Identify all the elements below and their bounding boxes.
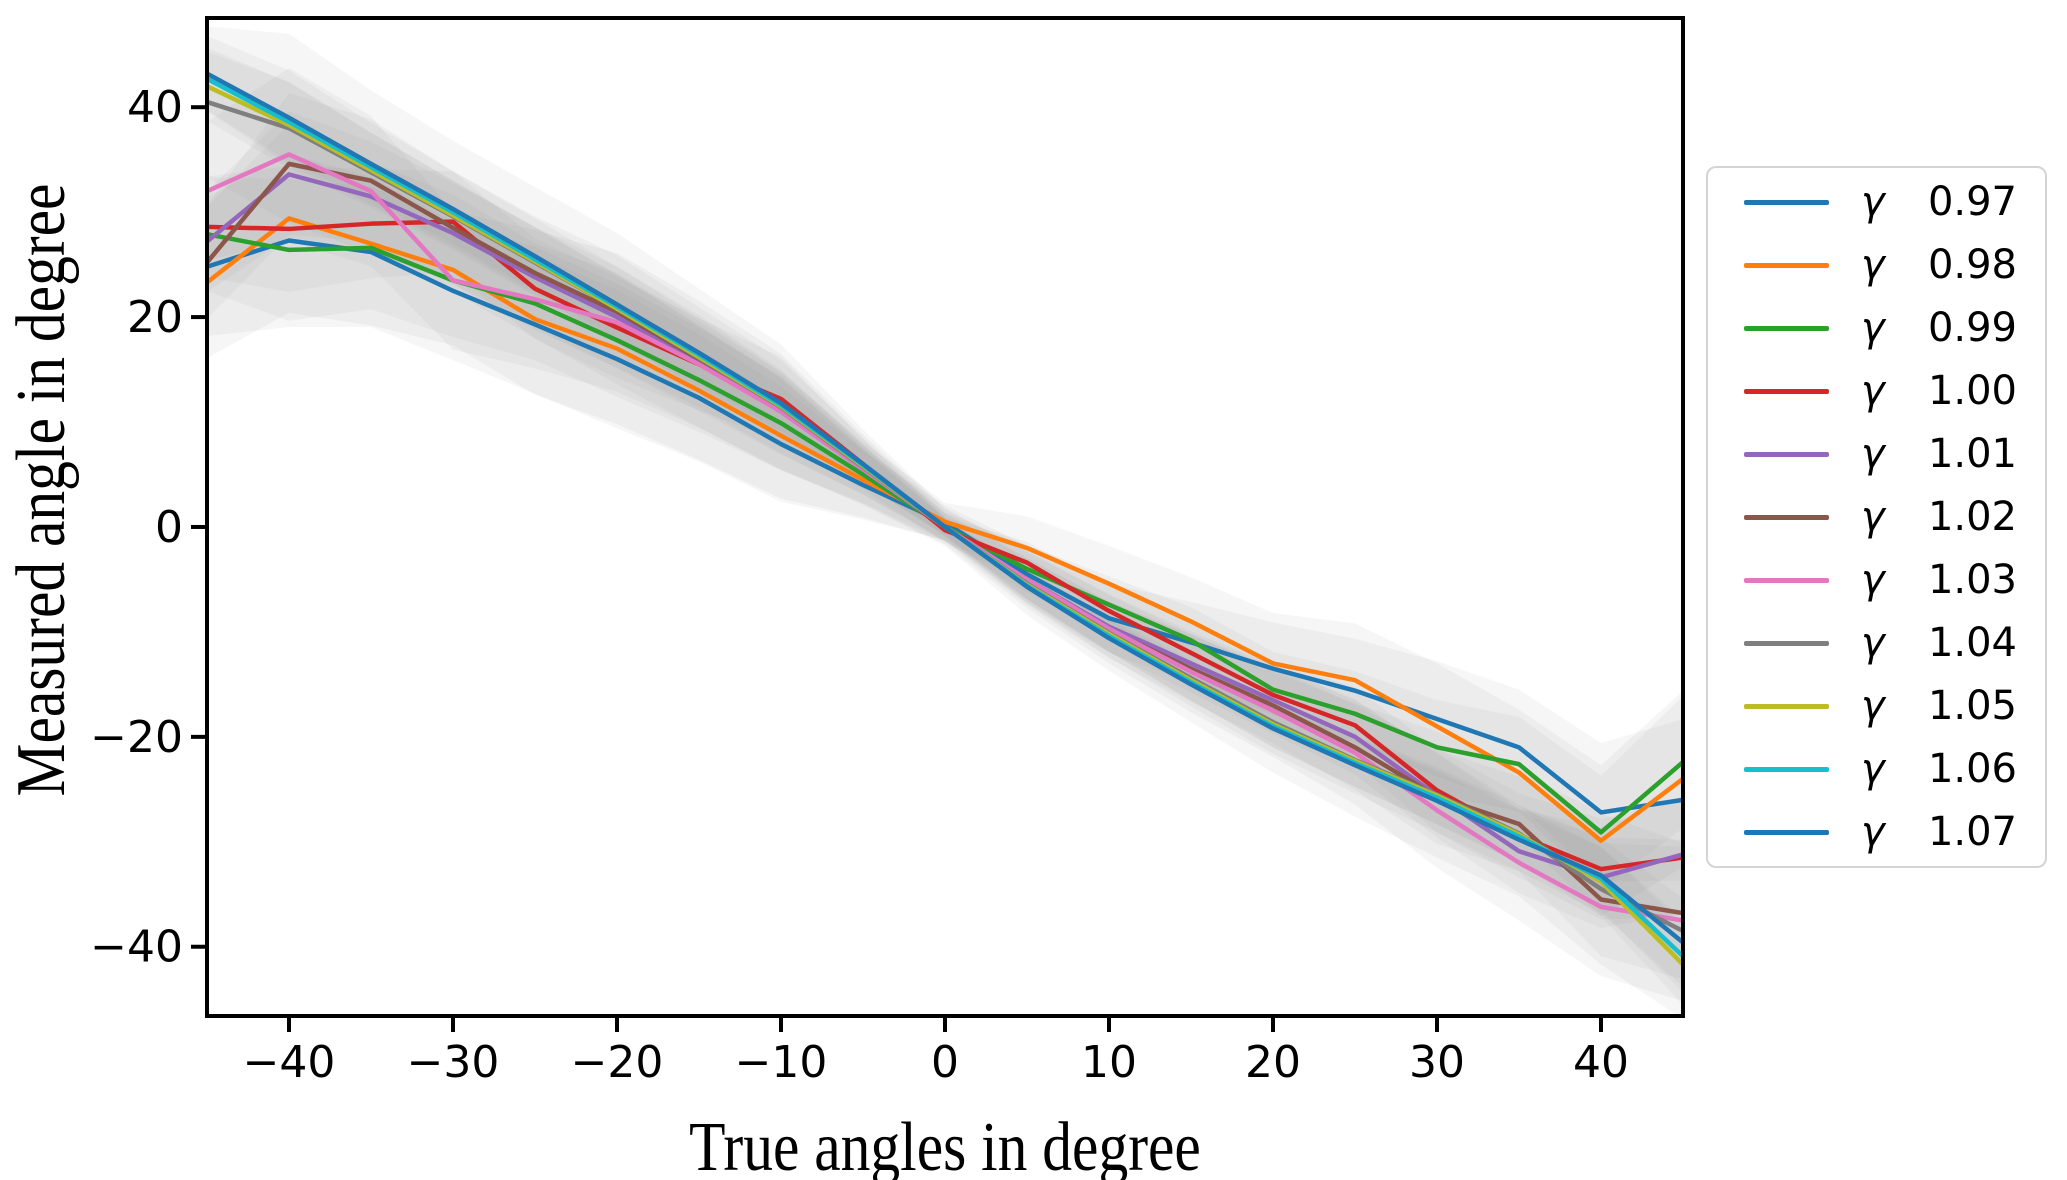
legend-gamma-value: 0.98 <box>1927 242 2017 288</box>
legend-gamma-value: 1.05 <box>1927 683 2017 729</box>
legend-gamma-value: 1.02 <box>1927 494 2017 540</box>
legend-line-sample <box>1744 577 1829 583</box>
legend-row: γ 0.97 <box>1708 171 2045 233</box>
series-line-gamma-1.07 <box>207 71 1683 945</box>
x-tick-label: −10 <box>735 1037 828 1088</box>
legend-line-sample <box>1744 199 1829 205</box>
legend-line-sample <box>1744 262 1829 268</box>
legend-gamma-symbol: γ <box>1861 494 1885 540</box>
x-tick-label: 0 <box>931 1037 959 1088</box>
legend-row: γ 1.00 <box>1708 360 2045 422</box>
y-axis-label: Measured angle in degree <box>3 183 80 797</box>
confidence-band-gamma-1.02 <box>207 93 1683 980</box>
x-tick-label: 20 <box>1245 1037 1301 1088</box>
legend-row: γ 1.05 <box>1708 675 2045 737</box>
legend-gamma-symbol: γ <box>1861 242 1885 288</box>
legend-gamma-value: 1.06 <box>1927 746 2017 792</box>
legend-gamma-value: 0.97 <box>1927 179 2017 225</box>
legend-gamma-symbol: γ <box>1861 746 1885 792</box>
legend-gamma-symbol: γ <box>1861 809 1885 855</box>
legend-line-sample <box>1744 766 1829 772</box>
legend-gamma-symbol: γ <box>1861 683 1885 729</box>
y-tick-label: 20 <box>127 292 183 343</box>
legend-gamma-symbol: γ <box>1861 368 1885 414</box>
legend-gamma-symbol: γ <box>1861 620 1885 666</box>
x-tick-label: 10 <box>1081 1037 1137 1088</box>
legend-row: γ 0.98 <box>1708 234 2045 296</box>
legend-row: γ 1.07 <box>1708 801 2045 863</box>
legend-gamma-symbol: γ <box>1861 431 1885 477</box>
legend-line-sample <box>1744 514 1829 520</box>
legend-gamma-symbol: γ <box>1861 557 1885 603</box>
legend-gamma-value: 1.07 <box>1927 809 2017 855</box>
legend-box: γ 0.97 γ 0.98 γ 0.99 γ 1.00 γ 1.01 γ 1.02 γ 1.03 γ 1.04… <box>1706 166 2047 868</box>
legend-gamma-value: 1.01 <box>1927 431 2017 477</box>
legend-gamma-symbol: γ <box>1861 305 1885 351</box>
legend-row: γ 1.04 <box>1708 612 2045 674</box>
x-tick-label: −20 <box>571 1037 664 1088</box>
y-tick-label: 0 <box>155 502 183 553</box>
legend-line-sample <box>1744 388 1829 394</box>
confidence-band-gamma-1.03 <box>207 67 1683 1002</box>
legend-line-sample <box>1744 640 1829 646</box>
legend-row: γ 1.02 <box>1708 486 2045 548</box>
x-axis-label: True angles in degree <box>689 1109 1201 1180</box>
legend-row: γ 1.06 <box>1708 738 2045 800</box>
legend-gamma-value: 1.03 <box>1927 557 2017 603</box>
y-tick-label: −40 <box>90 922 183 973</box>
series-line-gamma-0.98 <box>207 216 1683 843</box>
x-tick-label: 40 <box>1573 1037 1629 1088</box>
y-tick-label: −20 <box>90 712 183 763</box>
legend-gamma-value: 1.00 <box>1927 368 2017 414</box>
legend-line-sample <box>1744 451 1829 457</box>
legend-row: γ 1.01 <box>1708 423 2045 485</box>
legend-gamma-value: 1.04 <box>1927 620 2017 666</box>
x-tick-label: 30 <box>1409 1037 1465 1088</box>
legend-gamma-symbol: γ <box>1861 179 1885 225</box>
y-tick-label: 40 <box>127 82 183 133</box>
legend-gamma-value: 0.99 <box>1927 305 2017 351</box>
x-tick-label: −30 <box>407 1037 500 1088</box>
legend-row: γ 1.03 <box>1708 549 2045 611</box>
legend-line-sample <box>1744 325 1829 331</box>
legend-line-sample <box>1744 829 1829 835</box>
legend-line-sample <box>1744 703 1829 709</box>
x-tick-label: −40 <box>243 1037 336 1088</box>
legend-row: γ 0.99 <box>1708 297 2045 359</box>
series-line-gamma-1.00 <box>207 219 1683 872</box>
